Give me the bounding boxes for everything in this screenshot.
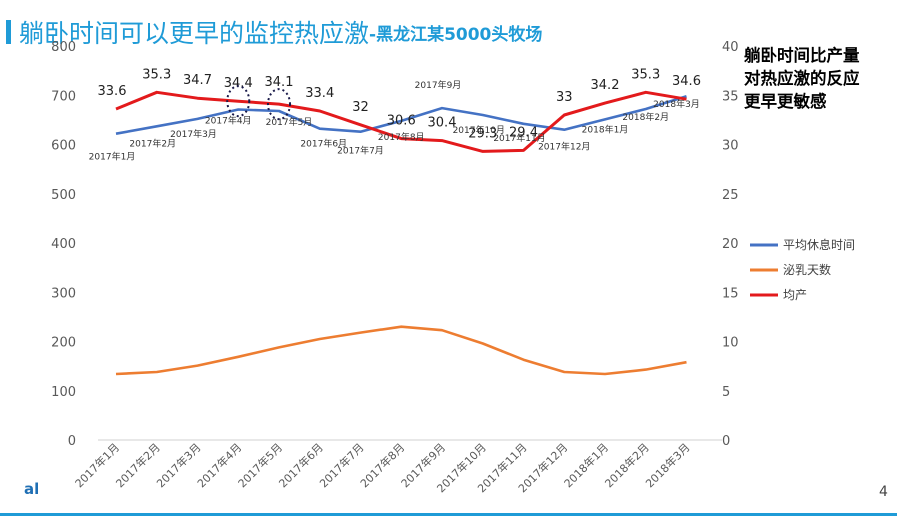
value-data-label: 30.6 (387, 114, 416, 129)
value-data-label: 34.2 (591, 78, 620, 93)
x-tick-label: 2018年3月 (642, 440, 692, 490)
month-data-label: 2018年3月 (653, 98, 700, 110)
month-data-label: 2017年8月 (378, 131, 425, 143)
left-y-tick-label: 300 (51, 286, 76, 301)
left-y-tick-label: 800 (51, 40, 76, 55)
series-line-1 (115, 325, 687, 376)
value-data-label: 34.4 (224, 76, 253, 91)
month-data-label: 2018年1月 (582, 123, 629, 135)
side-note-line: 更早更敏感 (744, 92, 827, 111)
month-data-label: 2017年5月 (266, 116, 313, 128)
month-data-label: 2017年10月 (453, 124, 505, 136)
value-data-label: 29.3 (468, 126, 497, 141)
left-y-tick-label: 700 (51, 89, 76, 104)
left-y-tick-label: 100 (51, 385, 76, 400)
series-line-0 (115, 94, 687, 135)
value-data-label: 34.6 (672, 74, 701, 89)
right-y-tick-label: 0 (722, 434, 730, 449)
left-y-tick-label: 500 (51, 188, 76, 203)
left-y-tick-label: 0 (68, 434, 76, 449)
right-y-tick-label: 20 (722, 237, 739, 252)
right-y-tick-label: 10 (722, 336, 739, 351)
page-number: 4 (879, 484, 888, 500)
month-data-label: 2017年12月 (538, 141, 590, 153)
side-note-line: 对热应激的反应 (744, 69, 860, 88)
value-data-label: 32 (352, 100, 369, 115)
month-data-label: 2017年9月 (415, 79, 462, 91)
legend-label: 泌乳天数 (783, 262, 831, 277)
right-y-tick-label: 25 (722, 188, 739, 203)
value-data-label: 34.7 (183, 73, 212, 88)
series-line-2 (115, 90, 687, 153)
legend-label: 平均休息时间 (783, 237, 855, 252)
title-main: 躺卧时间可以更早的监控热应激 (19, 19, 370, 48)
month-data-label: 2017年4月 (205, 115, 252, 127)
value-data-label: 33.6 (98, 84, 127, 99)
month-data-label: 2017年3月 (170, 128, 217, 140)
month-data-label: 2017年2月 (129, 137, 176, 149)
month-data-label: 2017年6月 (300, 138, 347, 150)
side-note: 躺卧时间比产量 对热应激的反应 更早更敏感 (744, 44, 860, 113)
left-y-tick-label: 200 (51, 336, 76, 351)
side-note-line: 躺卧时间比产量 (744, 46, 860, 65)
series-layer (115, 90, 687, 376)
logo-fragment: al (24, 480, 40, 498)
right-y-tick-label: 35 (722, 89, 739, 104)
value-data-label: 29.4 (509, 125, 538, 140)
legend-label: 均产 (783, 288, 807, 302)
annotation-circle (267, 88, 291, 121)
left-y-tick-label: 400 (51, 237, 76, 252)
title-accent-bar (6, 20, 11, 44)
footer-rule (0, 513, 897, 516)
right-y-tick-label: 30 (722, 139, 739, 154)
month-data-label: 2018年2月 (622, 111, 669, 123)
right-y-tick-label: 40 (722, 40, 739, 55)
value-data-label: 33 (556, 90, 573, 105)
value-data-label: 33.4 (305, 86, 334, 101)
value-data-label: 35.3 (142, 67, 171, 82)
value-data-label: 34.1 (265, 75, 294, 90)
month-data-label: 2017年11月 (493, 132, 545, 144)
left-y-tick-label: 600 (51, 139, 76, 154)
chart-axes: 0 100 200 300 400 500 600 700 800 0 5 10 15 20 25 30 35 4… (51, 40, 738, 495)
value-data-label: 35.3 (631, 67, 660, 82)
title-subtitle: -黑龙江某5000头牧场 (369, 24, 543, 45)
slide-title: 躺卧时间可以更早的监控热应激 -黑龙江某5000头牧场 (6, 14, 542, 50)
right-y-tick-label: 15 (722, 286, 739, 301)
right-y-tick-label: 5 (722, 385, 730, 400)
month-data-label: 2017年1月 (89, 151, 136, 163)
annotation-circle (226, 85, 251, 118)
month-data-label: 2017年7月 (337, 145, 384, 157)
value-data-label: 30.4 (428, 116, 457, 131)
